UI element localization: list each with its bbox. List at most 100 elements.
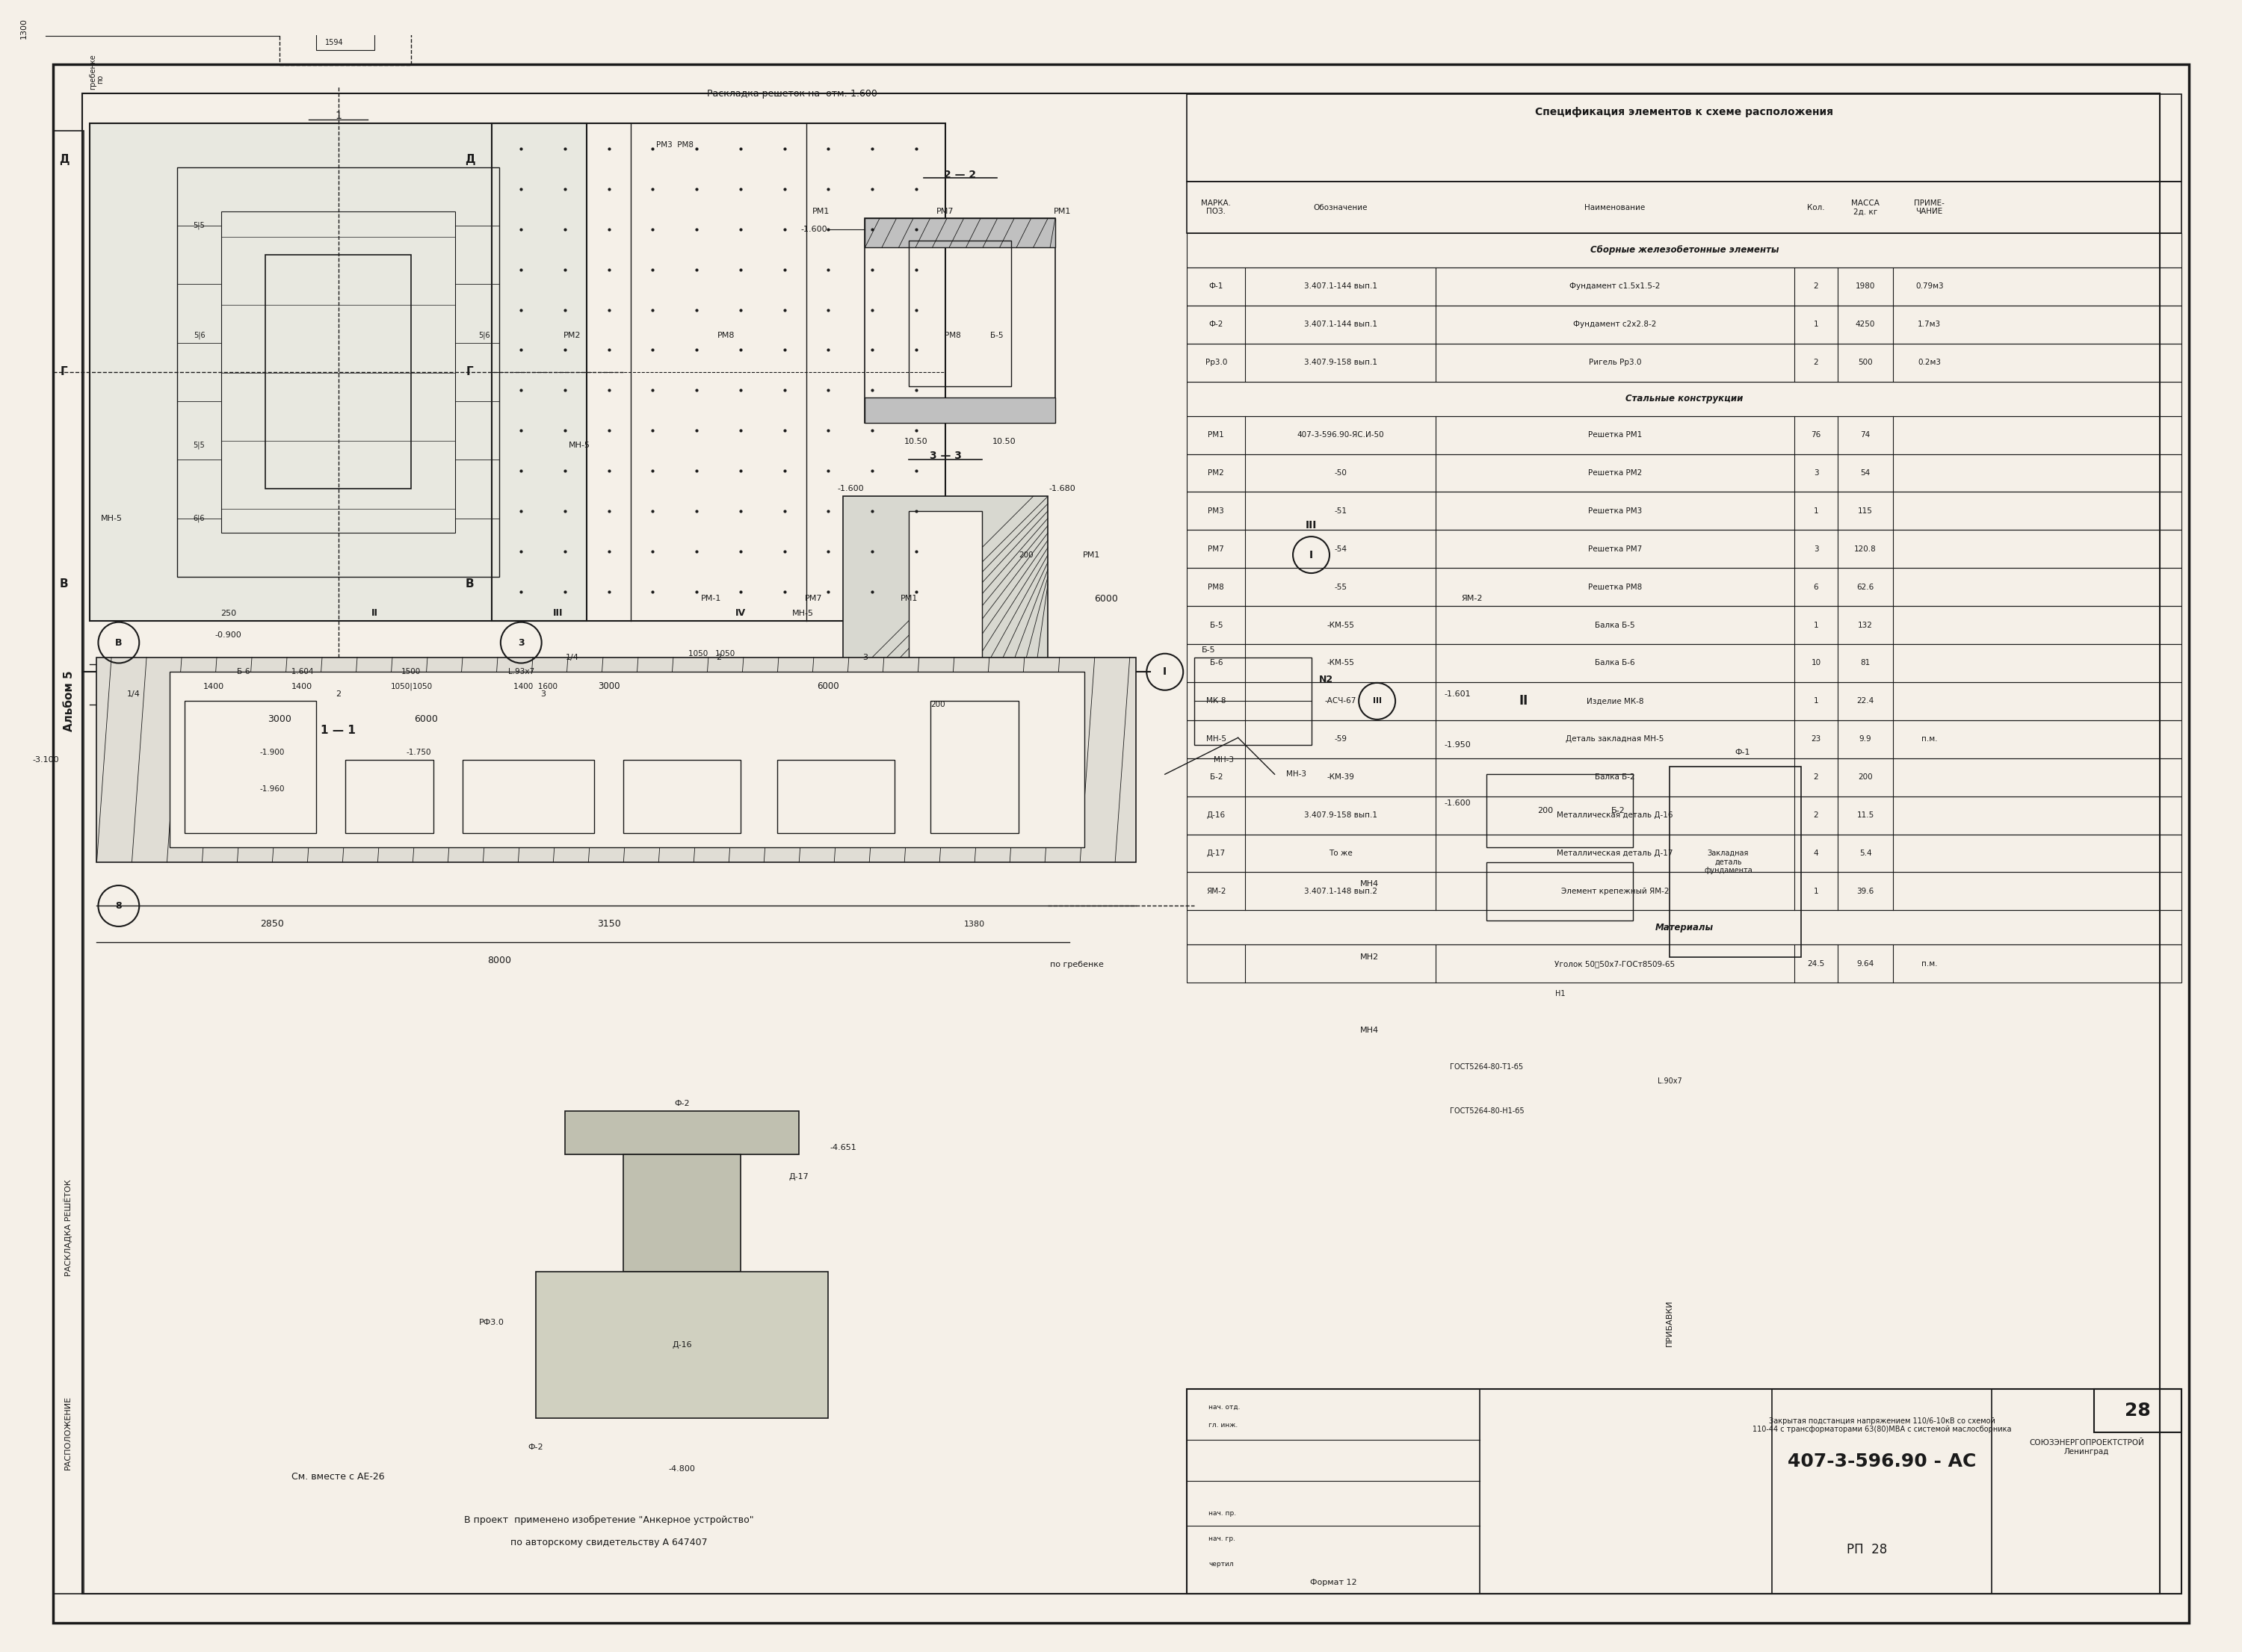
Text: Н1: Н1: [1556, 990, 1565, 998]
Text: РФ3.0: РФ3.0: [480, 1318, 504, 1327]
Text: III: III: [552, 608, 563, 618]
Bar: [778, 760, 895, 833]
Text: 3: 3: [540, 691, 545, 697]
Text: МН4: МН4: [1361, 881, 1379, 887]
Text: 1/4: 1/4: [565, 654, 578, 661]
Bar: [345, 760, 433, 833]
Text: 1400  1600: 1400 1600: [513, 682, 558, 691]
Bar: [536, 1272, 827, 1417]
Text: 8: 8: [117, 900, 121, 910]
Text: 6000: 6000: [818, 682, 839, 692]
Bar: [170, 672, 1085, 847]
Text: Кол.: Кол.: [1807, 203, 1825, 211]
Text: 0.79м3: 0.79м3: [1915, 282, 1944, 291]
Text: по: по: [96, 74, 103, 84]
Text: 3: 3: [518, 638, 525, 648]
Bar: [1186, 1389, 2181, 1594]
Text: 120.8: 120.8: [1854, 545, 1877, 553]
Text: 1.7м3: 1.7м3: [1917, 320, 1942, 329]
Text: То же: То же: [1330, 849, 1352, 857]
Text: -1.604: -1.604: [289, 667, 314, 676]
Bar: [1186, 910, 2181, 945]
Text: 132: 132: [1859, 621, 1872, 629]
Text: РМ2: РМ2: [563, 332, 581, 339]
Text: -4.651: -4.651: [830, 1143, 856, 1151]
Text: 3.407.9-158 вып.1: 3.407.9-158 вып.1: [1305, 358, 1377, 367]
Bar: [565, 1110, 798, 1155]
Text: Деталь закладная МН-5: Деталь закладная МН-5: [1565, 735, 1664, 743]
Text: -1.600: -1.600: [836, 486, 863, 492]
Text: по гребенке: по гребенке: [1049, 961, 1103, 968]
Bar: [54, 131, 83, 1594]
Bar: [1186, 416, 2181, 454]
Text: Д-17: Д-17: [1206, 849, 1226, 857]
Text: IV: IV: [735, 608, 747, 618]
Text: 22.4: 22.4: [1856, 697, 1874, 705]
Text: Стальные конструкции: Стальные конструкции: [1625, 393, 1742, 403]
Text: МН-5: МН-5: [791, 610, 814, 618]
Text: РМ7: РМ7: [1208, 545, 1224, 553]
Text: РМ-1: РМ-1: [702, 595, 722, 603]
Text: МН-5: МН-5: [569, 441, 590, 449]
Bar: [1195, 657, 1312, 745]
Text: II: II: [372, 608, 379, 618]
Text: В: В: [466, 578, 475, 590]
Bar: [1486, 775, 1632, 847]
Text: Ф-2: Ф-2: [675, 1100, 691, 1107]
Text: -1.950: -1.950: [1444, 742, 1471, 748]
Text: Балка Б-6: Балка Б-6: [1594, 659, 1634, 667]
Bar: [1186, 382, 2181, 416]
Bar: [184, 700, 316, 833]
Text: 2: 2: [336, 691, 341, 697]
Bar: [222, 211, 455, 534]
Bar: [1186, 568, 2181, 606]
Text: Альбом 5: Альбом 5: [63, 671, 74, 732]
Text: 407-3-596.90-ЯС.И-50: 407-3-596.90-ЯС.И-50: [1296, 431, 1383, 439]
Text: РМ8: РМ8: [1208, 583, 1224, 591]
Text: ПРИБАВКИ: ПРИБАВКИ: [1666, 1300, 1673, 1346]
Bar: [908, 240, 1011, 387]
Text: Г: Г: [61, 367, 67, 378]
Text: II: II: [1518, 694, 1529, 707]
Bar: [1186, 644, 2181, 682]
Text: гребенке: гребенке: [90, 55, 96, 89]
Text: Наименование: Наименование: [1585, 203, 1646, 211]
Text: 2: 2: [715, 654, 722, 661]
Text: -54: -54: [1334, 545, 1347, 553]
Bar: [1186, 606, 2181, 644]
Text: МН-3: МН-3: [1213, 757, 1233, 763]
Bar: [623, 1155, 740, 1272]
Text: Б-2: Б-2: [1612, 808, 1625, 814]
Text: 8000: 8000: [487, 957, 511, 966]
Bar: [2094, 1389, 2181, 1432]
Text: РМ1: РМ1: [812, 208, 830, 215]
Bar: [865, 218, 1056, 423]
Text: -1.900: -1.900: [260, 748, 285, 757]
Text: Б-6: Б-6: [238, 667, 249, 676]
Text: Б-6: Б-6: [1211, 659, 1222, 667]
Text: Элемент крепежный ЯМ-2: Элемент крепежный ЯМ-2: [1560, 887, 1668, 895]
Text: Б-5: Б-5: [991, 332, 1002, 339]
Text: 200: 200: [1859, 773, 1872, 781]
Text: 1: 1: [1814, 507, 1818, 515]
Text: -1.960: -1.960: [260, 785, 285, 793]
Bar: [96, 657, 1137, 862]
Text: В проект  применено изобретение "Анкерное устройство": В проект применено изобретение "Анкерное…: [464, 1515, 753, 1525]
Text: 2: 2: [1814, 358, 1818, 367]
Text: 6000: 6000: [1094, 593, 1119, 603]
Text: Д-16: Д-16: [1206, 811, 1226, 819]
Bar: [865, 398, 1056, 423]
Text: 6: 6: [1814, 583, 1818, 591]
Text: 76: 76: [1812, 431, 1821, 439]
Text: I: I: [1309, 550, 1314, 560]
Text: РМ3  РМ8: РМ3 РМ8: [657, 142, 693, 149]
Text: чертил: чертил: [1208, 1561, 1233, 1568]
Text: Балка Б-2: Балка Б-2: [1594, 773, 1634, 781]
Text: Б-5: Б-5: [1202, 646, 1215, 654]
Text: 1300: 1300: [20, 18, 27, 38]
Bar: [1486, 862, 1632, 920]
Text: 2850: 2850: [260, 920, 285, 928]
Text: ГОСТ5264-80-Н1-б5: ГОСТ5264-80-Н1-б5: [1451, 1107, 1525, 1115]
Bar: [1186, 530, 2181, 568]
Text: 2: 2: [1814, 282, 1818, 291]
